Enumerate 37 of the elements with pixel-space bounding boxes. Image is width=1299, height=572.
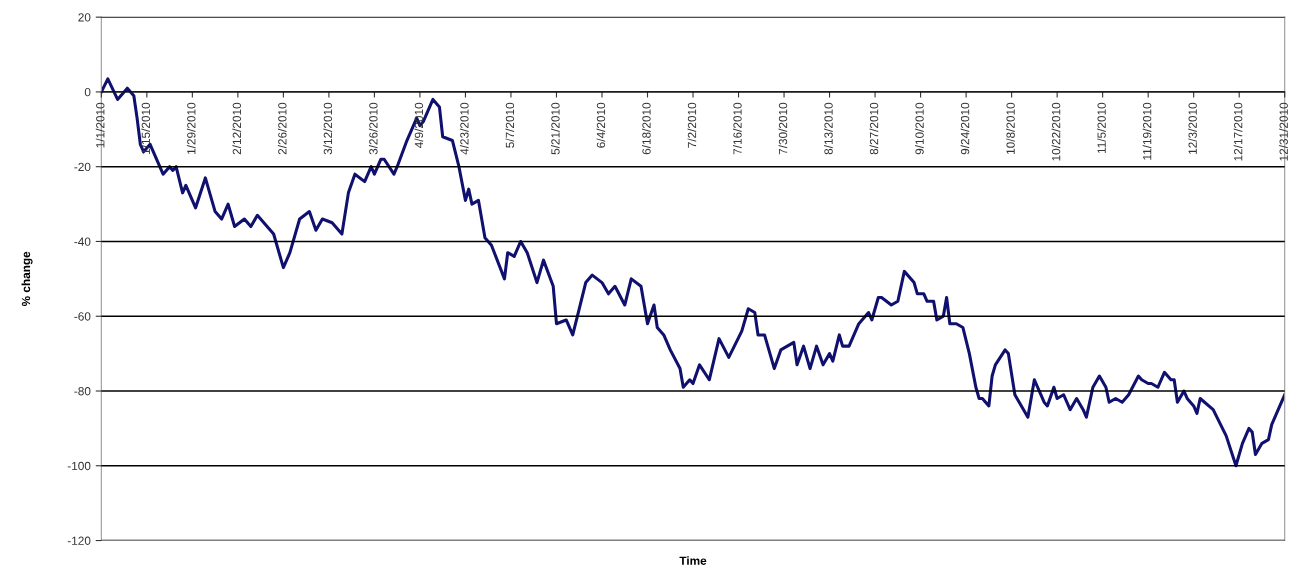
x-tick-label: 12/31/2010 [1279, 102, 1288, 161]
x-axis-title: Time [679, 556, 707, 565]
x-tick-label: 2/26/2010 [277, 102, 287, 155]
x-tick-label: 7/30/2010 [778, 102, 788, 155]
x-tick-label: 11/5/2010 [1097, 102, 1106, 154]
x-tick-label: 1/1/2010 [95, 102, 105, 148]
x-tick-label: 9/10/2010 [915, 102, 924, 155]
y-tick-label: -40 [74, 237, 91, 246]
x-tick-label: 10/22/2010 [1051, 102, 1061, 161]
x-tick-label: 3/12/2010 [323, 102, 333, 155]
x-tick-label: 3/26/2010 [368, 102, 378, 155]
x-tick-label: 1/15/2010 [141, 102, 151, 154]
y-tick-label: -20 [74, 162, 91, 172]
x-tick-label: 11/19/2010 [1142, 102, 1152, 160]
x-tick-label: 1/29/2010 [186, 102, 196, 154]
y-axis-title: % change [21, 251, 33, 307]
y-tick-label: -120 [67, 536, 91, 545]
x-tick-label: 9/24/2010 [960, 102, 970, 155]
y-tick-label: 20 [78, 13, 91, 22]
y-tick-label: -100 [67, 461, 91, 471]
x-tick-label: 12/17/2010 [1233, 102, 1243, 161]
x-tick-label: 7/2/2010 [687, 102, 697, 148]
x-tick-label: 5/7/2010 [505, 102, 515, 148]
y-tick-label: 0 [84, 87, 91, 97]
x-tick-label: 6/4/2010 [596, 102, 606, 148]
y-tick-label: -80 [74, 387, 91, 396]
x-tick-label: 4/9/2010 [414, 102, 424, 149]
x-tick-label: 8/27/2010 [869, 102, 879, 155]
x-tick-label: 12/3/2010 [1188, 102, 1197, 154]
y-tick-label: -60 [74, 312, 91, 321]
x-tick-label: 10/8/2010 [1006, 102, 1015, 154]
x-tick-label: 7/16/2010 [733, 102, 742, 155]
x-tick-label: 6/18/2010 [642, 102, 651, 155]
x-tick-label: 2/12/2010 [232, 102, 242, 155]
x-tick-label: 4/23/2010 [459, 102, 469, 155]
x-tick-label: 5/21/2010 [550, 102, 560, 155]
x-tick-label: 8/13/2010 [824, 102, 833, 155]
